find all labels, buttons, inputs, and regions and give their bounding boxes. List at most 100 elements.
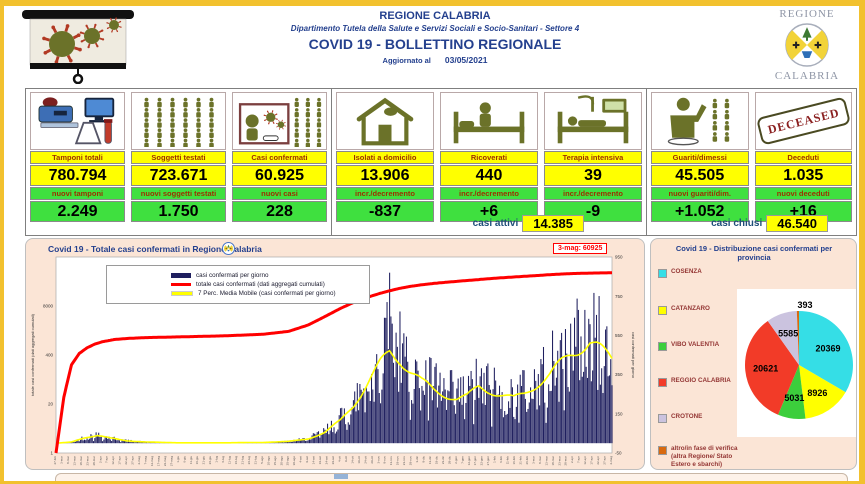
svg-text:16-lug: 16-lug xyxy=(234,456,238,465)
legend-item: casi confermati per giorno xyxy=(171,272,363,279)
svg-text:7-apr: 7-apr xyxy=(105,456,109,463)
svg-text:8-dic: 8-dic xyxy=(422,456,426,463)
legend-item: 7 Perc. Media Mobile (casi confermati pe… xyxy=(171,290,363,297)
svg-text:5585: 5585 xyxy=(778,328,798,338)
regione-calabria-logo: REGIONE CALABRIA xyxy=(757,8,857,82)
svg-text:18-dic: 18-dic xyxy=(434,456,438,465)
stat-sub-value: +1.052 xyxy=(651,201,749,223)
page-frame-bottom xyxy=(0,481,865,484)
svg-text:5-ago: 5-ago xyxy=(260,456,264,464)
hospital-bed-icon xyxy=(440,92,538,150)
svg-text:550: 550 xyxy=(615,333,623,338)
stat-sub-value: 1.750 xyxy=(131,201,226,223)
svg-text:8-nov: 8-nov xyxy=(383,456,387,464)
people-grid-icon xyxy=(131,92,226,150)
svg-text:1-lug: 1-lug xyxy=(215,456,219,463)
svg-text:26-giu: 26-giu xyxy=(208,456,212,465)
stat-label: Ricoverati xyxy=(440,151,538,164)
summary-casi-attivi: casi attivi 14.385 xyxy=(473,215,584,232)
legend-label: 7 Perc. Media Mobile (casi confermati pe… xyxy=(198,290,336,297)
province-pie-panel: Covid 19 - Distribuzione casi confermati… xyxy=(650,238,857,470)
svg-text:6-feb: 6-feb xyxy=(499,456,503,463)
stat-value: 723.671 xyxy=(131,165,226,187)
svg-text:3-dic: 3-dic xyxy=(415,456,419,463)
stat-card: Soggetti testati 723.671 nuovi soggetti te… xyxy=(131,92,226,223)
summary-label: casi chiusi xyxy=(711,218,763,229)
pie-legend-item: altro/in fase di verifica (altra Regione… xyxy=(658,445,740,469)
svg-text:350: 350 xyxy=(615,372,623,377)
cards-row: Guariti/dimessi 45.505 nuovi guariti/dim. +… xyxy=(647,89,856,225)
pie-legend-label: altro/in fase di verifica (altra Regione… xyxy=(671,445,738,468)
deceased-stamp-icon: DECEASED xyxy=(754,92,852,150)
svg-text:27-gen: 27-gen xyxy=(486,456,490,466)
icu-bed-icon xyxy=(544,92,642,150)
stat-label: Terapia intensiva xyxy=(544,151,642,164)
page-frame-left xyxy=(0,0,4,484)
page-frame-right xyxy=(859,0,865,484)
svg-text:17-mag: 17-mag xyxy=(156,456,160,467)
stat-sub-value: -837 xyxy=(336,201,434,223)
svg-text:26-lug: 26-lug xyxy=(247,456,251,465)
virus-projector-icon xyxy=(22,8,134,85)
next-section-tab xyxy=(334,474,348,479)
svg-text:3-nov: 3-nov xyxy=(376,456,380,464)
svg-text:28-mar: 28-mar xyxy=(564,456,568,466)
svg-text:21-feb: 21-feb xyxy=(518,456,522,465)
stat-sub-label: nuovi deceduti xyxy=(754,187,852,201)
pie-legend-swatch xyxy=(658,414,667,423)
pie-legend-item: CROTONE xyxy=(658,413,740,423)
svg-text:400: 400 xyxy=(45,353,53,358)
svg-text:casi confermati per giorno: casi confermati per giorno xyxy=(631,332,636,379)
stat-value: 13.906 xyxy=(336,165,434,187)
svg-text:4-set: 4-set xyxy=(299,456,303,463)
stat-label: Soggetti testati xyxy=(131,151,226,164)
pie-legend-swatch xyxy=(658,342,667,351)
stat-value: 780.794 xyxy=(30,165,125,187)
svg-text:26-feb: 26-feb xyxy=(525,456,529,465)
stat-card: Terapia intensiva 39 incr./decremento -9 xyxy=(544,92,642,223)
svg-text:16-giu: 16-giu xyxy=(195,456,199,465)
pie-legend-label: CROTONE xyxy=(671,413,703,420)
stat-label: Casi confermati xyxy=(232,151,327,164)
svg-text:14-set: 14-set xyxy=(312,456,316,465)
pie-legend-item: REGGIO CALABRIA xyxy=(658,377,740,387)
chart-legend: casi confermati per giorno totale casi co… xyxy=(106,265,370,304)
pie-legend-swatch xyxy=(658,446,667,455)
stat-card: Tamponi totali 780.794 nuovi tamponi 2.249 xyxy=(30,92,125,223)
stat-sub-label: incr./decremento xyxy=(544,187,642,201)
svg-text:30-ago: 30-ago xyxy=(292,456,296,466)
svg-text:11-feb: 11-feb xyxy=(506,456,510,465)
summary-value: 14.385 xyxy=(522,215,584,232)
svg-text:27-apr: 27-apr xyxy=(603,456,607,465)
svg-text:29-ott: 29-ott xyxy=(370,456,374,464)
stat-label: Isolati a domicilio xyxy=(336,151,434,164)
svg-text:13-dic: 13-dic xyxy=(428,456,432,465)
svg-text:23-mar: 23-mar xyxy=(557,456,561,466)
svg-text:12-mag: 12-mag xyxy=(150,456,154,467)
svg-text:150: 150 xyxy=(615,411,623,416)
svg-text:9-set: 9-set xyxy=(305,456,309,463)
svg-text:7-apr: 7-apr xyxy=(577,456,581,463)
svg-text:10-ago: 10-ago xyxy=(266,456,270,466)
stat-card: Isolati a domicilio 13.906 incr./decrement… xyxy=(336,92,434,223)
calabria-mini-logo-icon xyxy=(222,242,235,260)
svg-text:393: 393 xyxy=(797,300,812,310)
svg-text:8000: 8000 xyxy=(43,304,54,309)
svg-text:24-set: 24-set xyxy=(325,456,329,465)
stat-value: 39 xyxy=(544,165,642,187)
stat-label: Guariti/dimessi xyxy=(651,151,749,164)
chart-title: Covid 19 - Totale casi confermati in Reg… xyxy=(48,244,262,254)
svg-text:8-mar: 8-mar xyxy=(66,456,70,464)
svg-text:1-feb: 1-feb xyxy=(493,456,497,463)
stat-value: 1.035 xyxy=(754,165,852,187)
svg-text:22-gen: 22-gen xyxy=(480,456,484,466)
updated-label: Aggiornato al xyxy=(382,56,431,65)
svg-text:27-apr: 27-apr xyxy=(131,456,135,465)
page-frame-top xyxy=(0,0,865,6)
stat-sub-label: incr./decremento xyxy=(440,187,538,201)
pie-legend-label: VIBO VALENTIA xyxy=(671,341,720,348)
svg-text:27-feb: 27-feb xyxy=(53,456,57,465)
svg-text:750: 750 xyxy=(615,294,623,299)
svg-text:14-ott: 14-ott xyxy=(350,456,354,464)
